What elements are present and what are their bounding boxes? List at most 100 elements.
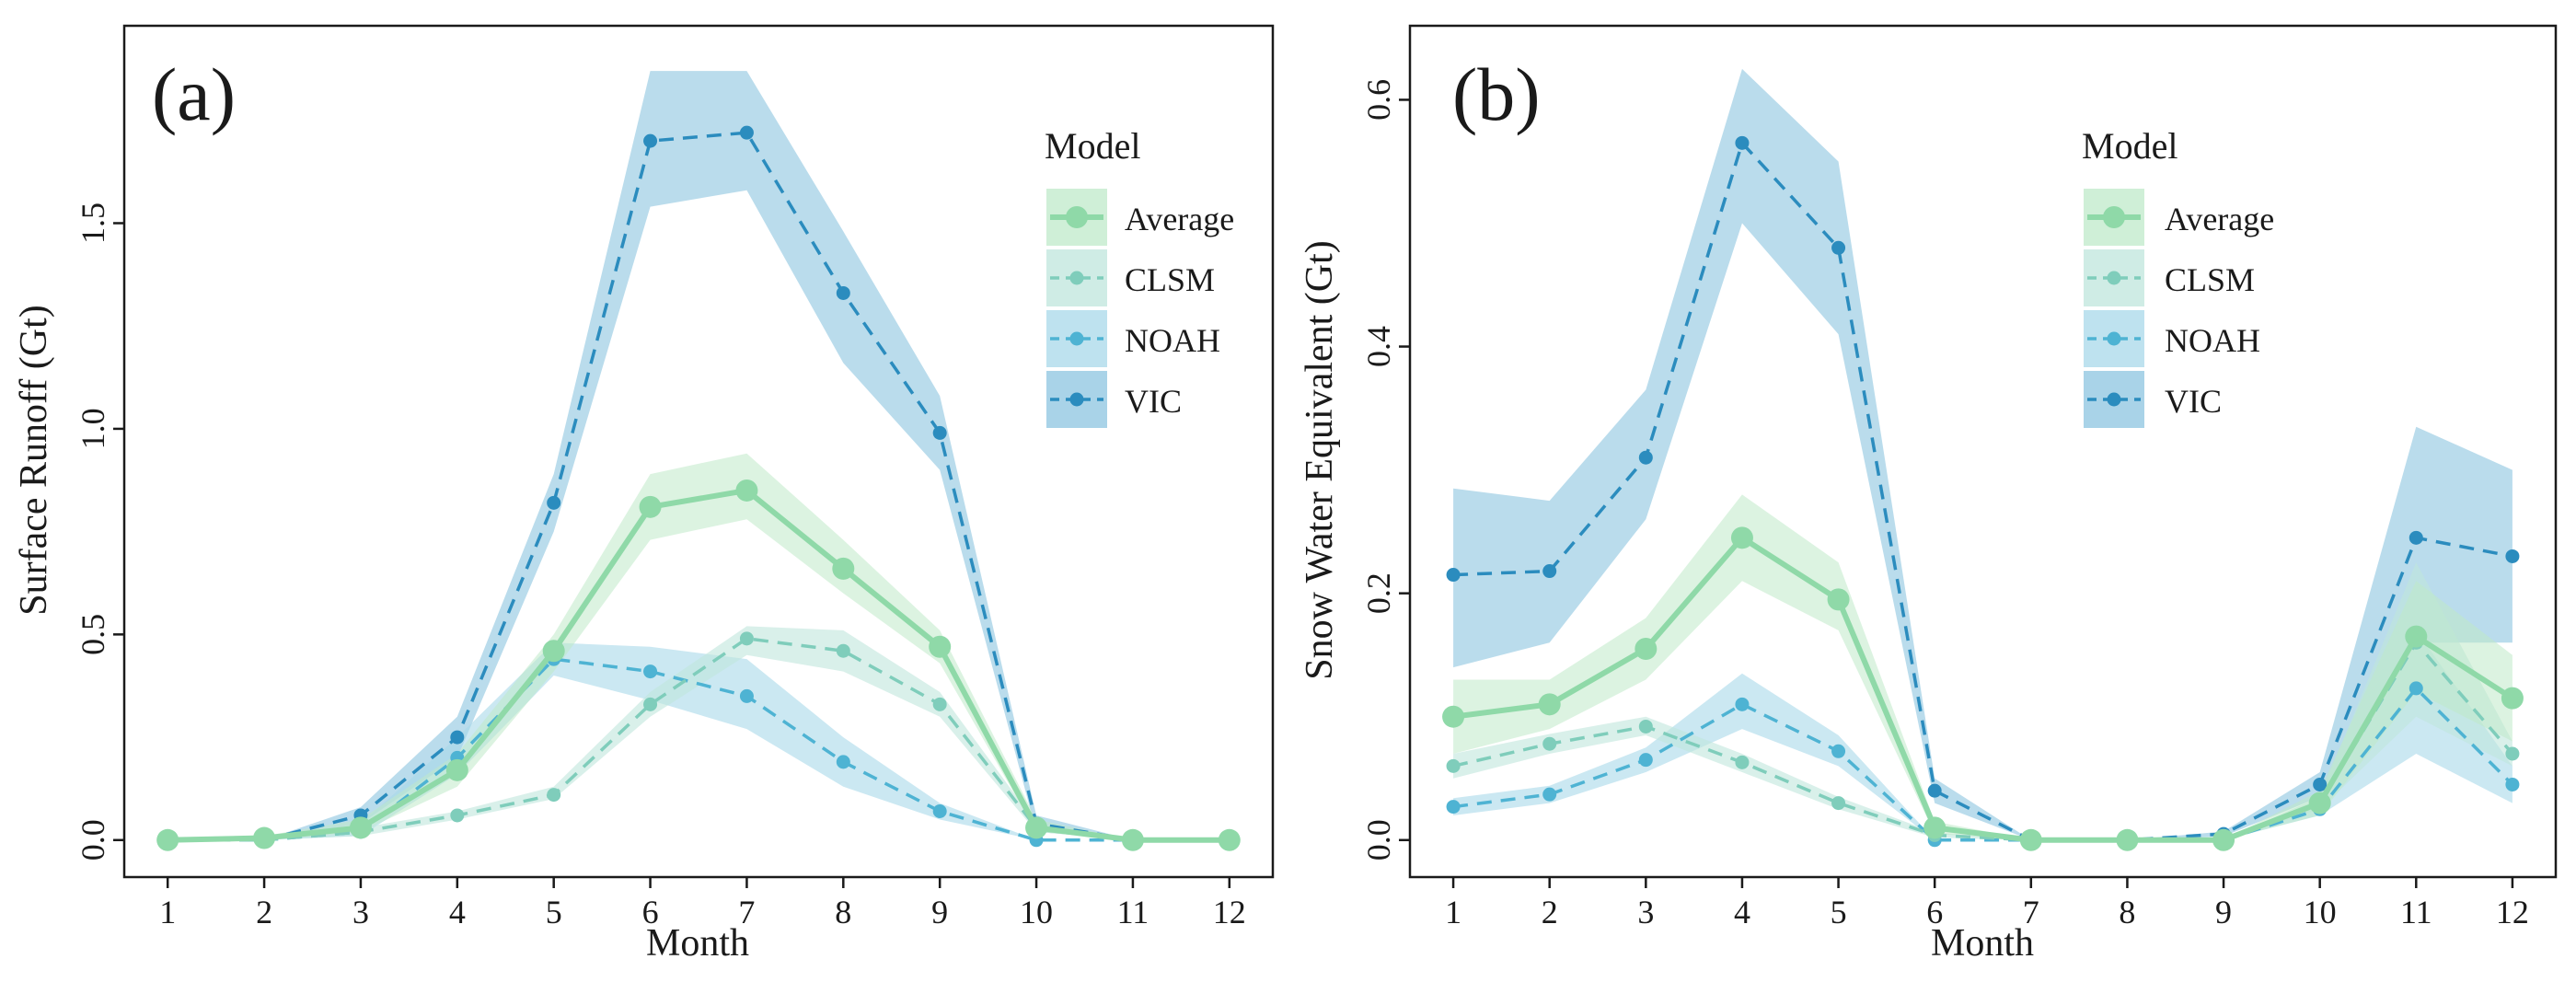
panel-a-x-tick-label: 3 — [352, 894, 369, 930]
panel-a-point-vic — [547, 495, 561, 510]
panel-a-band-average — [167, 453, 1230, 840]
panel-a-point-average — [639, 495, 662, 518]
panel-a-point-noah — [643, 664, 658, 679]
panel-a-point-average — [349, 816, 372, 839]
panel-b-x-tick-label: 4 — [1734, 894, 1750, 930]
panel-b-x-tick-label: 11 — [2400, 894, 2432, 930]
panel-a-frame — [122, 24, 1275, 879]
panel-a-line-vic — [167, 131, 1230, 842]
panel-a-x-tick-label: 12 — [1213, 894, 1246, 930]
panel-a-y-tick-label: 1.0 — [75, 408, 111, 449]
panel-b-line-average — [1452, 535, 2514, 843]
panel-a-point-average — [832, 557, 855, 580]
panel-b-point-noah — [1446, 800, 1461, 814]
panel-b-point-average — [2116, 828, 2139, 851]
panel-b-legend-title: Model — [2082, 125, 2177, 167]
panel-a-point-vic — [450, 730, 465, 745]
panel-a-point-clsm — [739, 631, 754, 646]
panel-b-point-noah — [1542, 787, 1557, 802]
panel-a-x-tick-label: 5 — [546, 894, 562, 930]
panel-a-point-noah — [739, 688, 754, 703]
panel-b-point-vic — [1542, 564, 1557, 579]
panel-a-band-clsm — [167, 626, 1230, 840]
panel-b-y-axis-title: Snow Water Equivalent (Gt) — [1299, 240, 1341, 680]
panel-a-point-clsm — [643, 697, 658, 711]
panel-a: 1 2 3 4 5 6 7 8 9 10 11 120.00.51.01.5(a) Month Sur… — [13, 24, 1275, 965]
panel-b-legend-label-noah: NOAH — [2165, 322, 2260, 359]
panel-a-x-tick-label: 11 — [1117, 894, 1149, 930]
panel-b-point-average — [1538, 693, 1561, 716]
panel-b-x-tick-label: 8 — [2119, 894, 2135, 930]
panel-a-y-tick-label: 1.5 — [75, 202, 111, 244]
panel-b-point-clsm — [1638, 719, 1653, 734]
panel-a-point-noah — [932, 804, 947, 819]
panel-a-legend-key-clsm — [1046, 249, 1107, 306]
panel-b-point-vic — [2313, 777, 2328, 791]
panel-a-x-tick-label: 2 — [256, 894, 272, 930]
panel-b-x-tick-label: 10 — [2304, 894, 2337, 930]
panel-a-point-average — [253, 826, 276, 849]
panel-a-x-tick-label: 8 — [835, 894, 851, 930]
panel-b-point-noah — [2409, 681, 2423, 696]
panel-a-x-axis-title: Month — [646, 922, 749, 965]
panel-b-point-average — [1730, 526, 1753, 549]
panel-a-point-clsm — [450, 808, 465, 823]
panel-a-point-average — [542, 640, 565, 663]
panel-b-point-noah — [2505, 777, 2520, 791]
panel-a-point-vic — [739, 125, 754, 140]
panel-b-x-tick-label: 1 — [1445, 894, 1461, 930]
panel-b-y-tick-label: 0.6 — [1360, 79, 1397, 121]
panel-b-x-tick-label: 5 — [1831, 894, 1847, 930]
panel-b-x-axis-title: Month — [1931, 922, 2034, 965]
panel-b-x-tick-label: 2 — [1542, 894, 1558, 930]
panel-a-legend-title: Model — [1045, 125, 1140, 167]
panel-b-point-average — [1827, 588, 1850, 611]
panel-a-point-clsm — [836, 643, 850, 658]
panel-b-x-tick-label: 6 — [1926, 894, 1943, 930]
panel-a-point-vic — [932, 425, 947, 440]
panel-b-point-noah — [1735, 697, 1750, 711]
panel-b-point-clsm — [1735, 755, 1750, 769]
panel-b-point-noah — [1638, 753, 1653, 768]
panel-b-label: (b) — [1452, 52, 1541, 136]
panel-b-point-vic — [1831, 240, 1846, 255]
panel-b-line-clsm — [1452, 641, 2514, 842]
panel-b-point-average — [1923, 816, 1946, 839]
panel-b-point-vic — [1638, 450, 1653, 465]
panel-b-point-vic — [1735, 135, 1750, 150]
panel-a-point-vic — [836, 285, 850, 300]
panel-b-legend-key-noah — [2084, 310, 2144, 367]
panel-a-y-tick-label: 0.5 — [75, 614, 111, 655]
panel-a-label: (a) — [152, 52, 236, 136]
panel-b-point-noah — [1831, 744, 1846, 758]
panel-a-y-tick-label: 0.0 — [75, 819, 111, 861]
panel-b-point-average — [1635, 637, 1658, 660]
panel-a-point-noah — [836, 755, 850, 769]
panel-b-legend-key-vic — [2084, 371, 2144, 428]
panel-a-legend-label-vic: VIC — [1125, 383, 1182, 420]
panel-b-point-clsm — [1831, 796, 1846, 811]
panel-b-legend-label-clsm: CLSM — [2165, 261, 2255, 298]
panel-b-legend-key-average — [2084, 189, 2144, 246]
panel-a-legend-label-clsm: CLSM — [1125, 261, 1215, 298]
panel-b-point-clsm — [1446, 758, 1461, 773]
panel-a-y-axis-title: Surface Runoff (Gt) — [13, 305, 55, 615]
panel-b-x-tick-label: 12 — [2496, 894, 2529, 930]
panel-b-point-average — [2308, 791, 2331, 814]
panel-b-x-tick-label: 3 — [1637, 894, 1654, 930]
panel-b: 1 2 3 4 5 6 7 8 9 10 11 120.00.20.40.6 (b) Month Sno… — [1299, 24, 2558, 965]
panel-a-point-average — [929, 635, 952, 658]
panel-b-x-tick-label: 7 — [2023, 894, 2039, 930]
panel-b-point-average — [1442, 705, 1465, 728]
panel-b-point-vic — [1927, 783, 1942, 798]
panel-a-point-average — [1025, 816, 1048, 839]
panel-b-point-average — [2405, 625, 2428, 648]
panel-a-plot-area — [156, 71, 1241, 851]
panel-a-point-average — [156, 828, 179, 851]
panel-b-y-tick-label: 0.2 — [1360, 572, 1397, 614]
panel-b-point-average — [2501, 687, 2524, 710]
panel-a-x-tick-label: 9 — [931, 894, 948, 930]
panel-a-band-vic — [167, 71, 1230, 840]
panel-a-line-average — [167, 487, 1230, 843]
panel-a-point-clsm — [547, 788, 561, 803]
